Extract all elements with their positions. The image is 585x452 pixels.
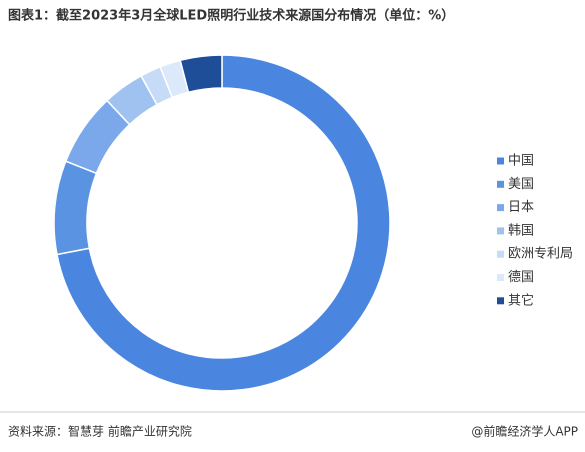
legend-swatch: [497, 297, 504, 305]
credit: @前瞻经济学人APP: [471, 424, 578, 439]
donut-segment: [53, 160, 98, 256]
source: 资料来源：智慧芽 前瞻产业研究院: [8, 424, 192, 439]
legend-label: 其它: [508, 292, 534, 308]
legend-swatch: [497, 157, 504, 165]
legend-label: 美国: [508, 177, 534, 192]
legend-label: 德国: [508, 270, 534, 285]
legend-label: 日本: [508, 200, 534, 215]
donut-segment: [56, 54, 391, 392]
legend-swatch: [497, 180, 504, 188]
legend-label: 中国: [508, 154, 534, 169]
legend-swatch: [497, 250, 504, 258]
chart-title: 图表1：截至2023年3月全球LED照明行业技术来源国分布情况（单位：%）: [8, 8, 454, 24]
legend-label: 欧洲专利局: [508, 247, 573, 262]
legend-swatch: [497, 227, 504, 235]
donut-segment: [179, 54, 223, 94]
legend-label: 韩国: [508, 223, 534, 238]
legend-swatch: [497, 274, 504, 281]
legend-swatch: [497, 204, 504, 212]
